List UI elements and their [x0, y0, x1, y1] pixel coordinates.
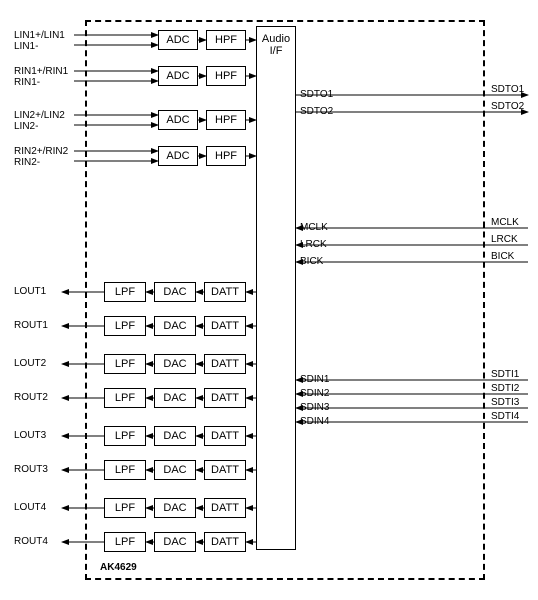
audio-if-label: Audio I/F: [257, 33, 295, 57]
output-label: LOUT1: [14, 286, 46, 297]
input-label: LIN1-: [14, 41, 38, 52]
pin-label: SDTO2: [300, 106, 333, 117]
ext-label: BICK: [491, 251, 514, 262]
adc-block: ADC: [158, 66, 198, 86]
lpf-block: LPF: [104, 460, 146, 480]
dac-block: DAC: [154, 282, 196, 302]
datt-block: DATT: [204, 316, 246, 336]
hpf-block: HPF: [206, 66, 246, 86]
output-label: ROUT1: [14, 320, 48, 331]
lpf-block: LPF: [104, 498, 146, 518]
datt-block: DATT: [204, 498, 246, 518]
ext-label: LRCK: [491, 234, 518, 245]
adc-block: ADC: [158, 110, 198, 130]
pin-label: SDIN3: [300, 402, 329, 413]
datt-block: DATT: [204, 532, 246, 552]
output-label: LOUT3: [14, 430, 46, 441]
datt-block: DATT: [204, 354, 246, 374]
ext-label: SDTI1: [491, 369, 519, 380]
datt-block: DATT: [204, 460, 246, 480]
audio-if-block: Audio I/F: [256, 26, 296, 550]
lpf-block: LPF: [104, 354, 146, 374]
adc-block: ADC: [158, 30, 198, 50]
pin-label: SDIN1: [300, 374, 329, 385]
chip-label: AK4629: [100, 562, 137, 573]
input-label: LIN1+/LIN1: [14, 30, 65, 41]
datt-block: DATT: [204, 388, 246, 408]
ext-label: SDTO1: [491, 84, 524, 95]
pin-label: MCLK: [300, 222, 328, 233]
input-label: LIN2-: [14, 121, 38, 132]
datt-block: DATT: [204, 426, 246, 446]
output-label: LOUT4: [14, 502, 46, 513]
output-label: ROUT2: [14, 392, 48, 403]
ext-label: SDTO2: [491, 101, 524, 112]
dac-block: DAC: [154, 316, 196, 336]
dac-block: DAC: [154, 498, 196, 518]
pin-label: SDIN4: [300, 416, 329, 427]
input-label: RIN1-: [14, 77, 40, 88]
hpf-block: HPF: [206, 146, 246, 166]
hpf-block: HPF: [206, 110, 246, 130]
output-label: LOUT2: [14, 358, 46, 369]
pin-label: SDIN2: [300, 388, 329, 399]
output-label: ROUT4: [14, 536, 48, 547]
ext-label: SDTI3: [491, 397, 519, 408]
lpf-block: LPF: [104, 426, 146, 446]
ext-label: SDTI4: [491, 411, 519, 422]
input-label: RIN2+/RIN2: [14, 146, 68, 157]
input-label: RIN1+/RIN1: [14, 66, 68, 77]
lpf-block: LPF: [104, 388, 146, 408]
lpf-block: LPF: [104, 532, 146, 552]
dac-block: DAC: [154, 426, 196, 446]
pin-label: BICK: [300, 256, 323, 267]
ext-label: SDTI2: [491, 383, 519, 394]
dac-block: DAC: [154, 354, 196, 374]
dac-block: DAC: [154, 532, 196, 552]
datt-block: DATT: [204, 282, 246, 302]
input-label: LIN2+/LIN2: [14, 110, 65, 121]
input-label: RIN2-: [14, 157, 40, 168]
dac-block: DAC: [154, 388, 196, 408]
lpf-block: LPF: [104, 282, 146, 302]
lpf-block: LPF: [104, 316, 146, 336]
hpf-block: HPF: [206, 30, 246, 50]
pin-label: LRCK: [300, 239, 327, 250]
adc-block: ADC: [158, 146, 198, 166]
ext-label: MCLK: [491, 217, 519, 228]
output-label: ROUT3: [14, 464, 48, 475]
pin-label: SDTO1: [300, 89, 333, 100]
dac-block: DAC: [154, 460, 196, 480]
